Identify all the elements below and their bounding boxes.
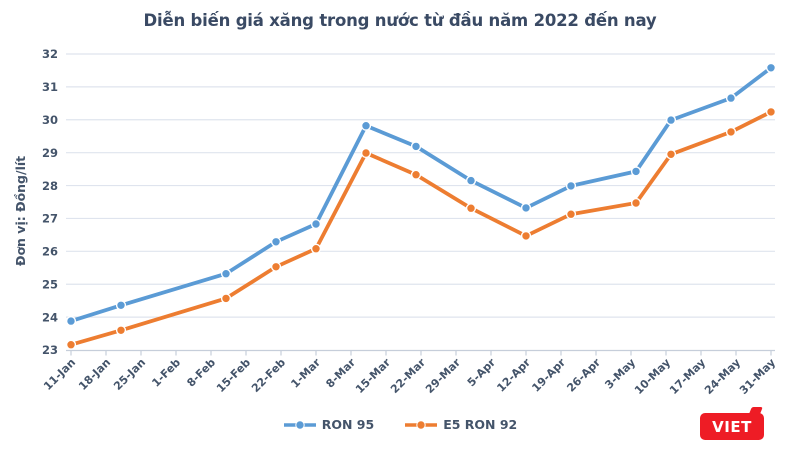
x-tick-label: 31-May <box>737 356 778 397</box>
x-tick-label: 11-Jan <box>41 356 78 393</box>
e5-ron-92-marker <box>220 293 232 304</box>
x-tick-label: 10-May <box>632 356 673 397</box>
viet-logo-box: VIET <box>700 413 764 440</box>
chart-title: Diễn biến giá xăng trong nước từ đầu năm… <box>143 11 657 30</box>
y-tick-label: 32 <box>42 47 58 61</box>
x-tick-label: 5-Apr <box>465 356 499 390</box>
y-tick-label: 26 <box>42 245 58 259</box>
y-tick-label: 28 <box>42 179 58 193</box>
y-tick-label: 24 <box>42 310 58 324</box>
y-tick-label: 23 <box>42 343 58 357</box>
x-tick-label: 17-May <box>667 356 708 397</box>
y-tick-label: 30 <box>42 113 58 127</box>
legend-item-ron95: RON 95 <box>283 417 374 432</box>
y-tick-label: 25 <box>42 277 58 291</box>
x-tick-label: 15-Feb <box>214 356 253 395</box>
ron-95-marker <box>410 141 422 152</box>
y-tick-label: 29 <box>42 146 58 160</box>
legend-item-e5ron92: E5 RON 92 <box>404 417 517 432</box>
y-axis-title: Đơn vị: Đồng/lít <box>13 155 28 266</box>
ron-95-marker <box>115 300 127 311</box>
e5ron92-legend-line-icon <box>405 419 438 430</box>
x-tick-label: 1-Mar <box>288 356 323 391</box>
legend-label-ron95: RON 95 <box>321 417 375 432</box>
ron-95-marker <box>665 114 677 126</box>
x-tick-label: 22-Feb <box>249 356 288 395</box>
e5-ron-92-marker <box>410 169 422 180</box>
ron-95-marker <box>630 166 642 177</box>
y-tick-label: 27 <box>42 212 58 226</box>
x-tick-label: 19-Apr <box>529 356 568 395</box>
e5-ron-92-marker <box>630 197 642 209</box>
ron95-legend-line-icon <box>283 419 316 430</box>
x-tick-label: 8-Feb <box>184 356 218 390</box>
ron-95-marker <box>520 202 532 214</box>
e5-ron-92-marker <box>465 203 477 214</box>
e5-ron-92-marker <box>725 126 737 137</box>
x-tick-label: 12-Apr <box>494 356 533 395</box>
x-tick-label: 26-Apr <box>564 356 603 395</box>
ron-95-marker <box>360 120 372 131</box>
viet-logo: VIET <box>700 407 764 440</box>
ron-95-marker <box>465 175 477 186</box>
e5-ron-92-marker <box>665 149 677 160</box>
y-tick-label: 31 <box>42 80 58 94</box>
e5-ron-92-marker <box>360 147 372 159</box>
ron-95-marker <box>765 62 777 73</box>
ron-95-marker <box>220 268 232 279</box>
x-tick-label: 15-Mar <box>353 356 393 396</box>
ron-95-line <box>69 65 773 324</box>
ron-95-marker <box>270 236 282 247</box>
x-tick-label: 24-May <box>702 356 743 397</box>
x-tick-label: 29-Mar <box>423 356 463 396</box>
viet-logo-text: VIET <box>712 417 752 436</box>
ron-95-marker <box>310 218 322 230</box>
e5-ron-92-marker <box>270 261 282 272</box>
ron-95-marker <box>65 316 77 327</box>
x-tick-label: 25-Jan <box>111 356 148 393</box>
legend-label-e5ron92: E5 RON 92 <box>443 417 518 432</box>
x-tick-label: 22-Mar <box>388 356 428 396</box>
e5-ron-92-marker <box>520 230 532 242</box>
e5-ron-92-marker <box>765 106 777 118</box>
ron-95-marker <box>725 92 737 104</box>
x-tick-label: 18-Jan <box>76 356 113 393</box>
e5-ron-92-marker <box>115 325 127 336</box>
e5-ron-92-line <box>69 110 773 347</box>
ron-95-marker <box>565 180 577 192</box>
legend: RON 95 E5 RON 92 <box>0 417 800 432</box>
e5-ron-92-marker <box>65 339 77 350</box>
e5-ron-92-marker <box>565 209 577 220</box>
e5-ron-92-marker <box>310 243 322 254</box>
x-tick-label: 1-Feb <box>149 356 183 390</box>
